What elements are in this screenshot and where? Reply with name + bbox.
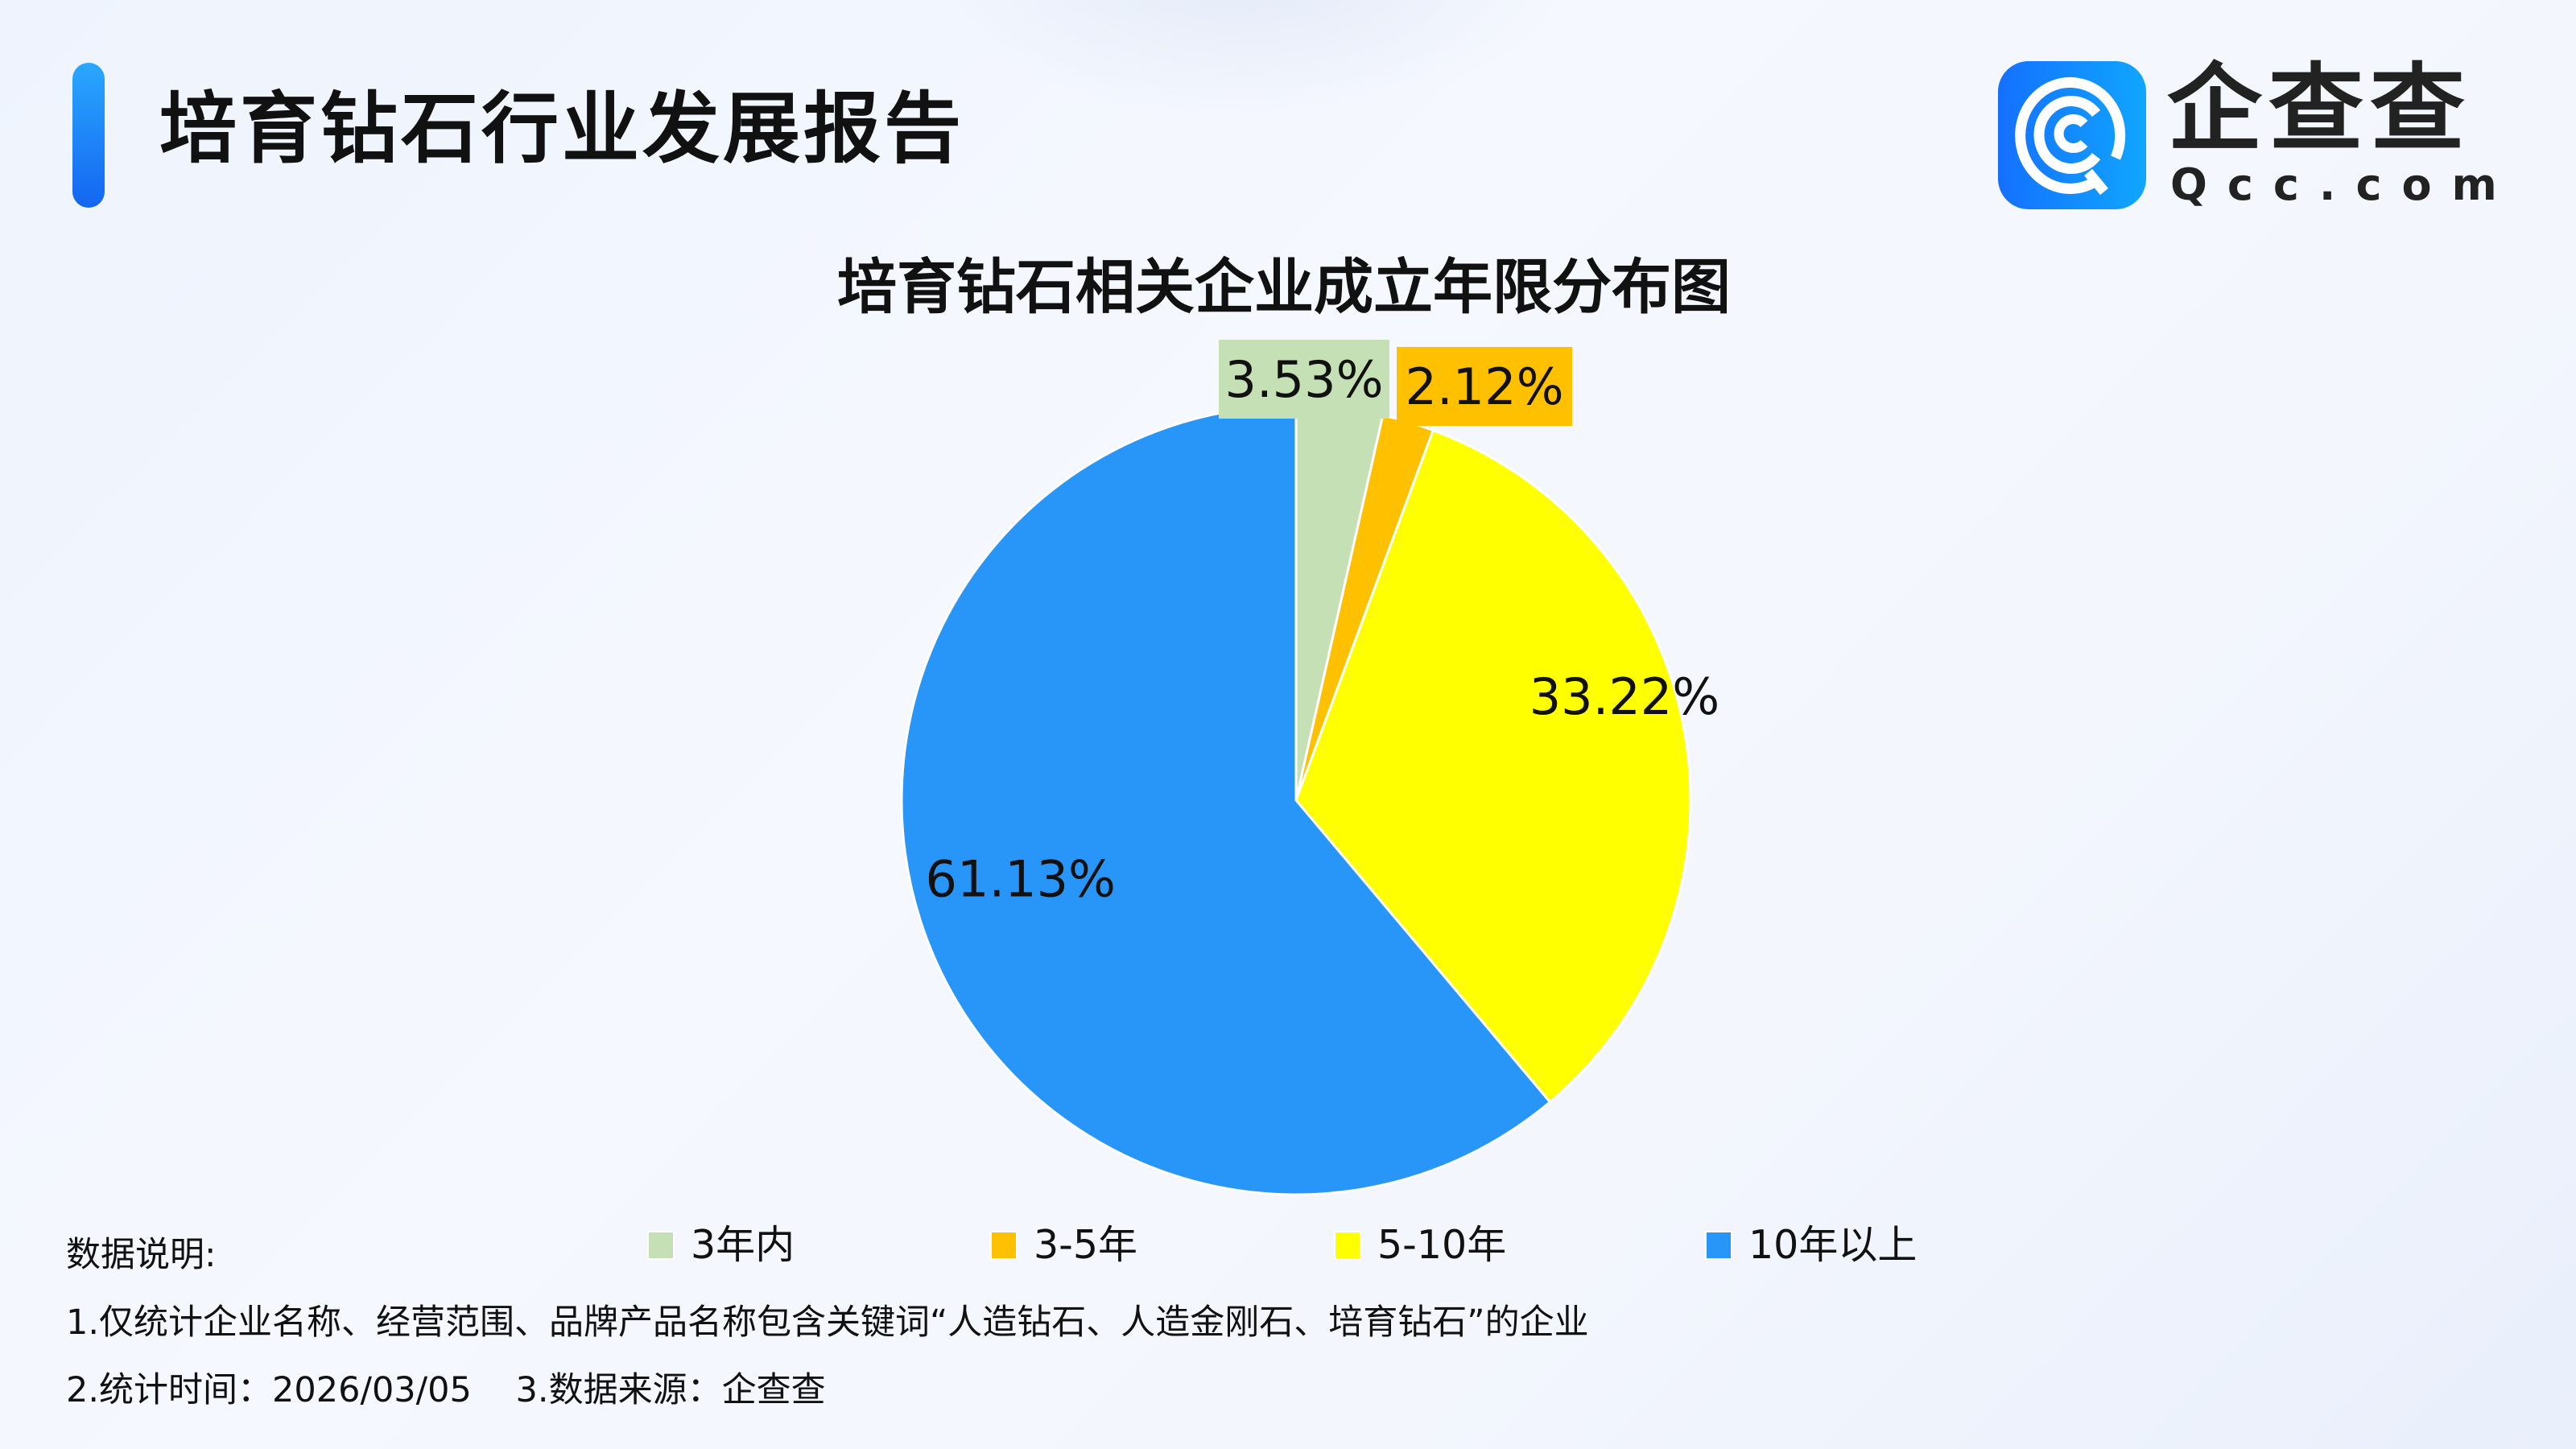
data-label-box-1 xyxy=(1397,347,1572,426)
legend-swatch xyxy=(1334,1231,1361,1260)
notes-line-2: 2.统计时间：2026/03/05 3.数据来源：企查查 xyxy=(66,1370,826,1410)
data-label-0: 3.53% xyxy=(1225,350,1384,409)
legend-item-0: 3年内 xyxy=(647,1220,795,1271)
data-label-1: 2.12% xyxy=(1406,357,1564,416)
data-label-box-0 xyxy=(1219,340,1389,419)
logo-text-cn: 企查查 xyxy=(2167,53,2472,164)
legend-label: 10年以上 xyxy=(1748,1222,1918,1268)
legend-label: 3年内 xyxy=(691,1222,795,1268)
chart-title: 培育钻石相关企业成立年限分布图 xyxy=(837,253,1731,322)
legend-swatch xyxy=(1705,1231,1732,1260)
logo-text-en: Qcc.com xyxy=(2170,159,2517,210)
pie-slice-2 xyxy=(1294,428,1692,1104)
title-accent-bar xyxy=(72,63,105,208)
legend-swatch xyxy=(990,1231,1018,1260)
legend-label: 5-10年 xyxy=(1377,1222,1507,1268)
pie-slice-3 xyxy=(900,404,1552,1196)
qcc-logo-icon xyxy=(1998,61,2146,209)
report-title: 培育钻石行业发展报告 xyxy=(159,84,964,174)
legend-item-1: 3-5年 xyxy=(990,1220,1137,1271)
data-label-3: 61.13% xyxy=(926,850,1116,909)
legend-item-3: 10年以上 xyxy=(1705,1220,1917,1271)
notes-heading: 数据说明: xyxy=(66,1235,217,1275)
legend-swatch xyxy=(647,1231,675,1260)
legend-item-2: 5-10年 xyxy=(1334,1220,1506,1271)
legend-label: 3-5年 xyxy=(1034,1222,1138,1268)
notes-line-1: 1.仅统计企业名称、经营范围、品牌产品名称包含关键词“人造钻石、人造金刚石、培育… xyxy=(66,1302,1589,1343)
data-label-2: 33.22% xyxy=(1530,667,1719,726)
